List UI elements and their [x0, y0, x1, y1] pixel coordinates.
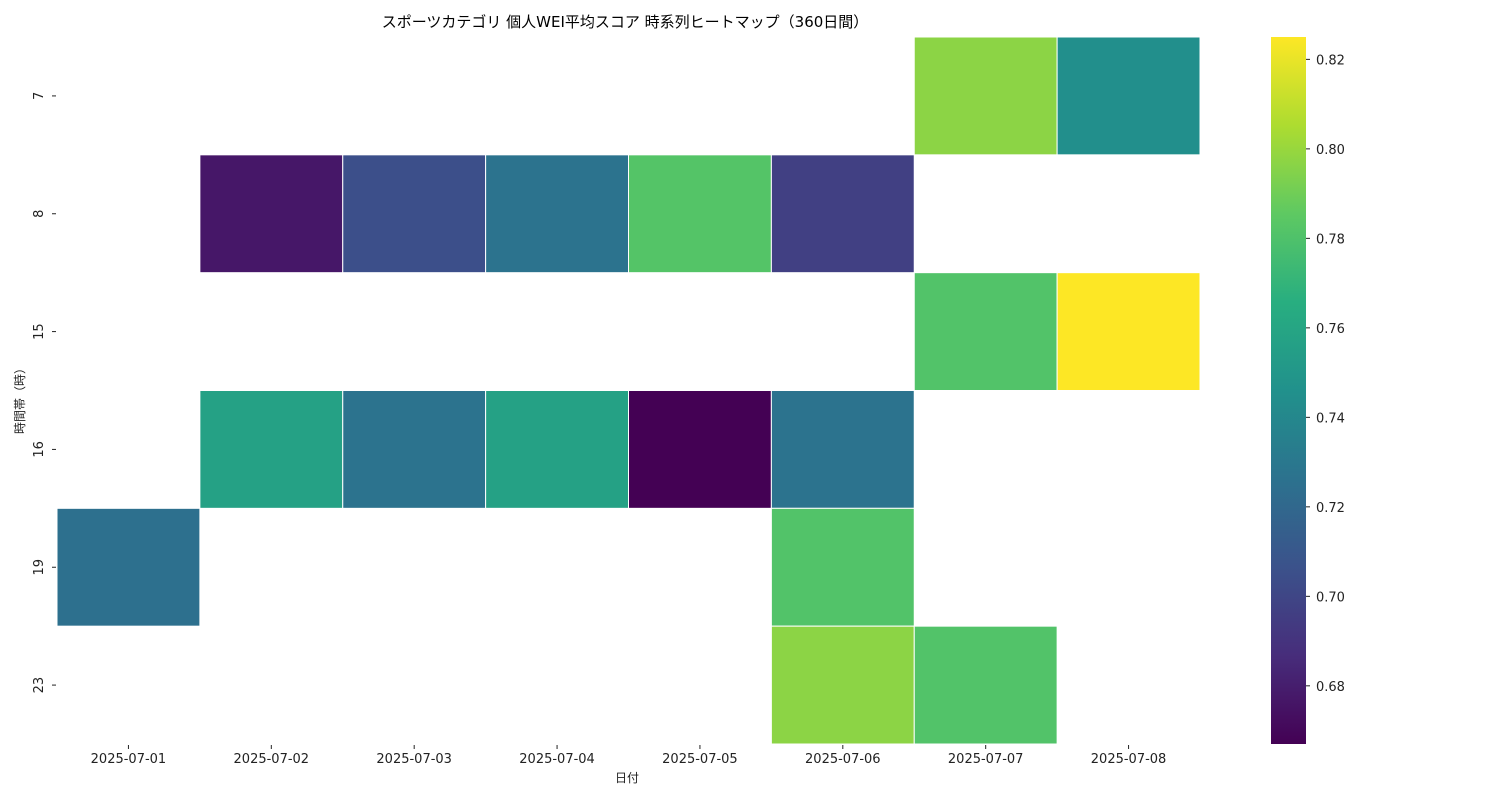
- x-tick-label: 2025-07-03: [376, 752, 452, 767]
- heatmap-cell: [485, 390, 629, 509]
- colorbar-tick-label: 0.76: [1316, 322, 1345, 337]
- colorbar-tick-label: 0.82: [1316, 53, 1345, 68]
- colorbar: [1271, 37, 1306, 744]
- y-axis-ticks: 7 8 15 16 19 23: [32, 92, 56, 694]
- y-tick-label: 23: [32, 677, 47, 694]
- colorbar-tick-label: 0.78: [1316, 232, 1345, 247]
- heatmap-cell: [913, 272, 1058, 391]
- heatmap-cell: [199, 390, 344, 509]
- heatmap-cell: [1056, 36, 1201, 156]
- chart-title: スポーツカテゴリ 個人WEI平均スコア 時系列ヒートマップ（360日間）: [382, 13, 869, 31]
- heatmap-cells: [56, 36, 1201, 745]
- colorbar-ticks: 0.68 0.70 0.72 0.74 0.76 0.78 0.80 0.82: [1306, 53, 1345, 695]
- heatmap-cell: [628, 390, 772, 509]
- heatmap-cell: [913, 625, 1058, 745]
- y-axis-label: 時間帯（時）: [13, 362, 27, 434]
- heatmap-cell: [1056, 272, 1201, 391]
- heatmap-cell: [628, 154, 772, 274]
- heatmap-cell: [913, 36, 1058, 156]
- colorbar-tick-label: 0.74: [1316, 411, 1345, 426]
- heatmap-cell: [770, 507, 915, 627]
- x-tick-label: 2025-07-05: [662, 752, 738, 767]
- heatmap-cell: [342, 154, 487, 274]
- colorbar-tick-label: 0.72: [1316, 501, 1345, 516]
- x-tick-label: 2025-07-08: [1091, 752, 1167, 767]
- x-tick-label: 2025-07-06: [805, 752, 881, 767]
- colorbar-tick-label: 0.68: [1316, 680, 1345, 695]
- colorbar-tick-label: 0.70: [1316, 590, 1345, 605]
- colorbar-tick-label: 0.80: [1316, 143, 1345, 158]
- heatmap-cell: [770, 154, 915, 274]
- y-tick-label: 8: [32, 210, 47, 218]
- heatmap-cell: [485, 154, 629, 274]
- x-tick-label: 2025-07-04: [519, 752, 595, 767]
- y-tick-label: 15: [32, 323, 47, 340]
- y-tick-label: 7: [32, 92, 47, 100]
- x-tick-label: 2025-07-07: [948, 752, 1024, 767]
- x-tick-label: 2025-07-02: [234, 752, 310, 767]
- y-tick-label: 19: [32, 559, 47, 576]
- heatmap-cell: [770, 625, 915, 745]
- x-tick-label: 2025-07-01: [91, 752, 167, 767]
- heatmap-cell: [342, 390, 487, 509]
- x-axis-ticks: 2025-07-01 2025-07-02 2025-07-03 2025-07-04…: [91, 745, 1167, 767]
- x-axis-label: 日付: [615, 771, 639, 785]
- heatmap-cell: [199, 154, 344, 274]
- heatmap-cell: [770, 390, 915, 509]
- y-tick-label: 16: [32, 441, 47, 458]
- heatmap-cell: [56, 507, 201, 627]
